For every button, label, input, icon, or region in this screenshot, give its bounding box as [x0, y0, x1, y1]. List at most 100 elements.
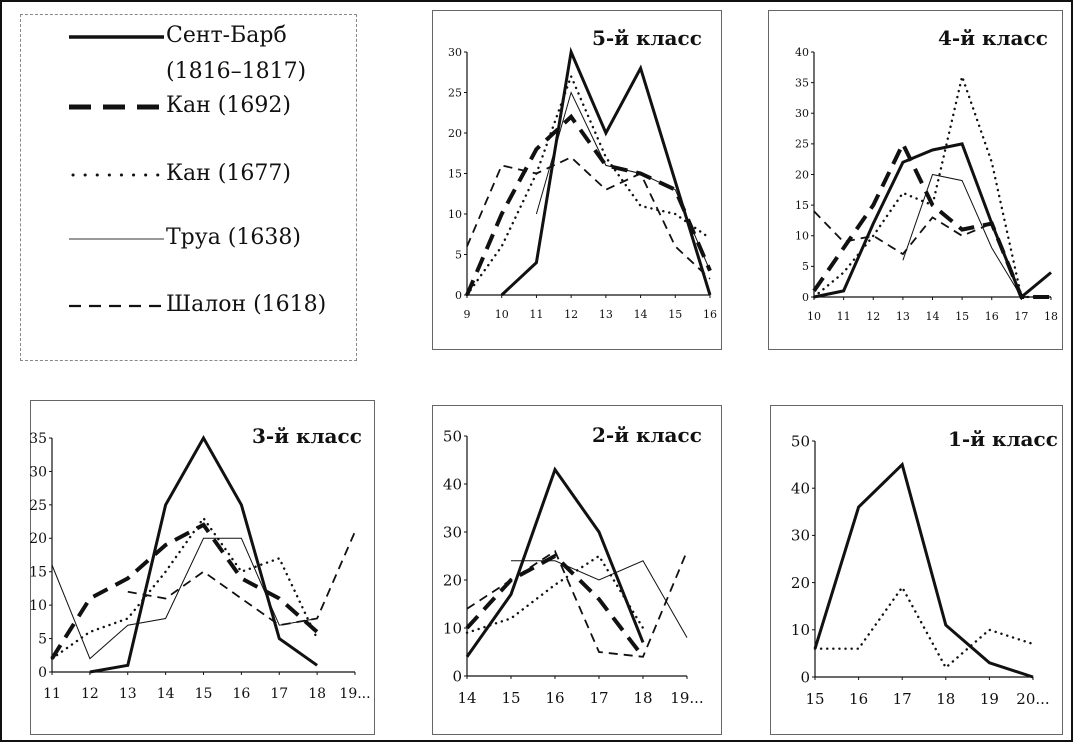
x-tick-label: 12 [564, 308, 578, 321]
chart-title: 4-й класс [938, 26, 1048, 50]
x-tick-label: 13 [119, 686, 137, 702]
y-tick-label: 20 [29, 531, 47, 547]
y-tick-label: 10 [795, 230, 809, 243]
legend-label: Шалон (1618) [166, 292, 327, 317]
frame-right-border [1071, 0, 1073, 742]
chart-title: 3-й класс [252, 424, 362, 448]
x-tick-label: 12 [81, 686, 99, 702]
chart-title: 5-й класс [592, 26, 702, 50]
frame-top-border [0, 0, 1073, 2]
y-tick-label: 50 [443, 427, 462, 445]
chart-title: 1-й класс [948, 427, 1058, 451]
y-tick-label: 20 [791, 574, 810, 592]
frame-left-border [0, 0, 2, 742]
x-tick-label: 16 [985, 310, 999, 323]
series-line [813, 585, 1035, 670]
series-line [466, 549, 688, 658]
chart-class-5: 5-й класс 0 5 10 15 20 25 30 9 10 11 12 13 14 15 16 [432, 10, 722, 350]
y-tick-label: 10 [29, 598, 47, 614]
y-tick-label: 25 [29, 498, 47, 514]
x-tick-label: 14 [457, 689, 476, 707]
chart-title: 2-й класс [592, 423, 702, 447]
y-tick-label: 25 [795, 138, 809, 151]
y-tick-label: 25 [448, 86, 462, 99]
y-tick-label: 30 [795, 107, 809, 120]
y-tick-label: 20 [795, 168, 809, 181]
x-tick-label: 11 [837, 310, 851, 323]
series-line [535, 91, 711, 271]
legend-swatch-solid-thick [69, 35, 164, 39]
x-tick-label: 15 [195, 686, 213, 702]
x-tick-label: 19 [980, 690, 999, 708]
legend: Сент-Барб (1816–1817) Кан (1692) Кан (16… [20, 14, 357, 361]
x-tick-label: 10 [807, 310, 821, 323]
x-tick-label: 13 [599, 308, 613, 321]
legend-label: Кан (1692) [166, 93, 291, 118]
legend-label: Сент-Барб [166, 23, 287, 48]
legend-swatch-dotted [71, 173, 166, 177]
y-tick-label: 0 [455, 289, 462, 302]
y-tick-label: 10 [791, 621, 810, 639]
y-tick-label: 35 [29, 431, 47, 447]
x-tick-label: 14 [634, 308, 648, 321]
series-line [465, 554, 645, 634]
series-line [50, 516, 319, 660]
y-tick-label: 40 [795, 46, 809, 59]
x-tick-label: 17 [893, 690, 912, 708]
x-tick-label: 18 [1044, 310, 1058, 323]
chart-class-1: 1-й класс 0 10 20 30 40 50 15 16 17 18 19 20... [770, 405, 1063, 735]
y-tick-label: 0 [800, 668, 810, 686]
series-line [51, 537, 318, 660]
x-tick-label: 16 [703, 308, 717, 321]
series-line [466, 156, 711, 280]
chart-class-2: 2-й класс 0 10 20 30 40 50 14 15 16 17 18 19... [432, 405, 722, 735]
series-line [902, 173, 1022, 298]
x-tick-label: 16 [545, 689, 564, 707]
y-tick-label: 15 [29, 565, 47, 581]
chart-plot: 0 5 10 15 20 25 30 35 40 10 11 12 13 14 15 16 17 18 [795, 46, 1058, 323]
y-tick-label: 20 [448, 127, 462, 140]
series-line [511, 560, 688, 638]
legend-swatch-dashed-heavy [69, 104, 164, 110]
legend-label-line2: (1816–1817) [166, 59, 307, 84]
y-tick-label: 5 [802, 260, 809, 273]
series-line [127, 531, 356, 627]
y-tick-label: 5 [455, 248, 462, 261]
y-tick-label: 10 [448, 208, 462, 221]
y-tick-label: 35 [795, 76, 809, 89]
x-tick-label: 19... [339, 686, 370, 702]
chart-plot: 0 5 10 15 20 25 30 9 10 11 12 13 14 15 16 [448, 46, 717, 321]
x-tick-label: 14 [926, 310, 940, 323]
x-tick-label: 13 [896, 310, 910, 323]
y-tick-label: 20 [443, 571, 462, 589]
x-tick-label: 17 [270, 686, 288, 702]
x-tick-label: 16 [232, 686, 250, 702]
series-line [465, 466, 645, 658]
x-tick-label: 15 [668, 308, 682, 321]
chart-frame [770, 405, 1063, 735]
y-tick-label: 0 [38, 665, 47, 681]
series-line [813, 461, 1034, 679]
y-tick-label: 50 [791, 432, 810, 450]
x-tick-label: 18 [308, 686, 326, 702]
y-tick-label: 10 [443, 619, 462, 637]
y-tick-label: 30 [443, 523, 462, 541]
chart-plot: 0 10 20 30 40 50 15 16 17 18 19 20... [791, 432, 1050, 708]
y-tick-label: 0 [452, 667, 462, 685]
series-line [50, 522, 319, 660]
series-line [89, 434, 318, 674]
x-tick-label: 17 [589, 689, 608, 707]
series-line [813, 210, 1051, 298]
x-tick-label: 11 [529, 308, 543, 321]
series-line [812, 72, 1053, 299]
chart-frame [768, 10, 1063, 350]
y-tick-label: 30 [791, 527, 810, 545]
legend-label: Кан (1677) [166, 161, 291, 186]
chart-class-4: 4-й класс 0 5 10 15 20 25 30 35 40 10 11 12 13 14 15 16 1… [768, 10, 1063, 350]
x-tick-label: 15 [501, 689, 520, 707]
x-tick-label: 20... [1016, 690, 1049, 708]
x-tick-label: 11 [43, 686, 61, 702]
series-line [465, 553, 645, 659]
legend-label: Труа (1638) [166, 225, 301, 250]
y-tick-label: 15 [795, 199, 809, 212]
